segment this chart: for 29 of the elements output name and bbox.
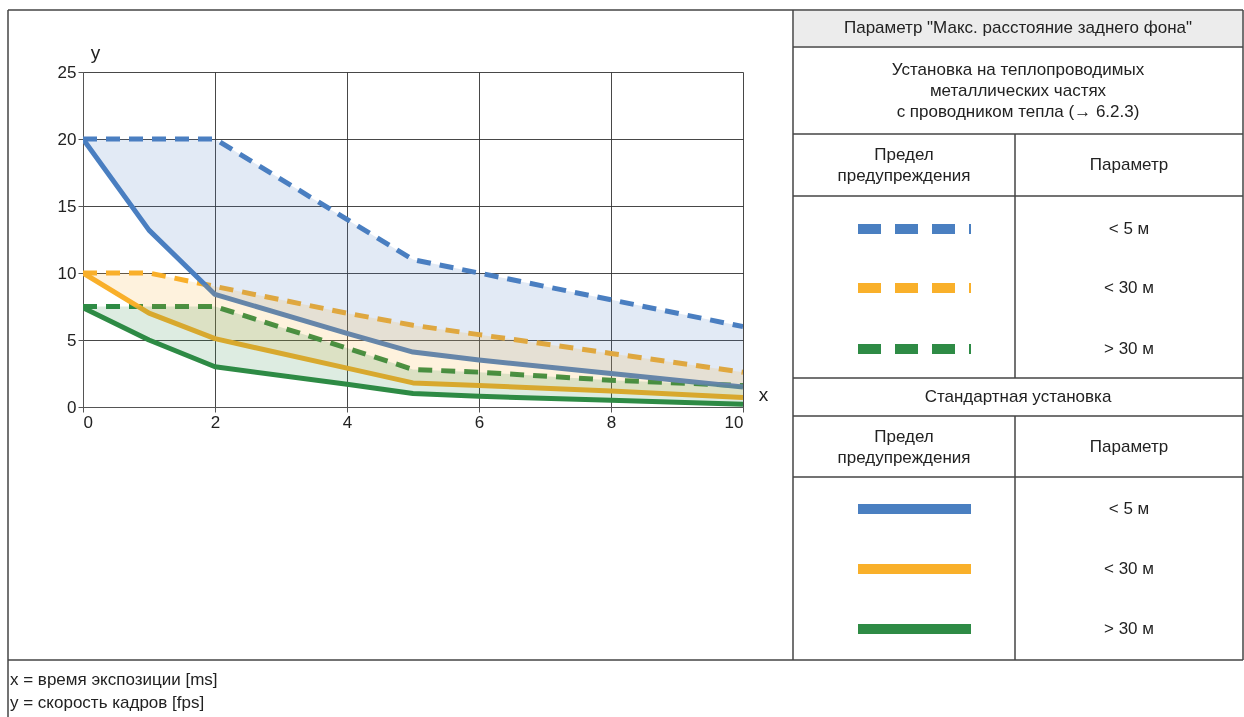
text: Предел предупреждения (837, 144, 971, 185)
text: < 5 м (1108, 499, 1150, 518)
text: Параметр (1089, 155, 1169, 174)
text: < 30 м (1104, 278, 1154, 297)
y-tick-label: 15 (57, 196, 77, 216)
text: x = время экспозиции [ms] (10, 670, 218, 689)
y-tick-label: 25 (57, 62, 77, 82)
text: Предел предупреждения (837, 426, 971, 467)
x-tick-label: 6 (474, 412, 485, 432)
y-axis-title: y (90, 41, 101, 63)
text: Параметр (1089, 437, 1169, 456)
x-tick-label: 8 (606, 412, 617, 432)
y-tick-label: 5 (67, 330, 77, 350)
text: > 30 м (1104, 339, 1154, 358)
x-axis-title: x (758, 383, 769, 405)
text: y = скорость кадров [fps] (10, 693, 205, 712)
y-tick-label: 20 (57, 129, 77, 149)
x-tick-label: 0 (83, 412, 93, 432)
text: Установка на теплопроводимых металлических частях с проводником тепла (→ 6.2.3) (891, 60, 1145, 121)
legend-title: Параметр "Макс. расстояние заднего фона" (843, 18, 1193, 37)
x-tick-label: 10 (724, 412, 744, 432)
x-tick-label: 2 (210, 412, 221, 432)
y-tick-label: 0 (67, 397, 77, 417)
text: Стандартная установка (924, 387, 1112, 406)
text: > 30 м (1104, 619, 1154, 638)
y-tick-label: 10 (57, 263, 77, 283)
text: < 5 м (1108, 219, 1150, 238)
text: < 30 м (1104, 559, 1154, 578)
x-tick-label: 4 (342, 412, 353, 432)
